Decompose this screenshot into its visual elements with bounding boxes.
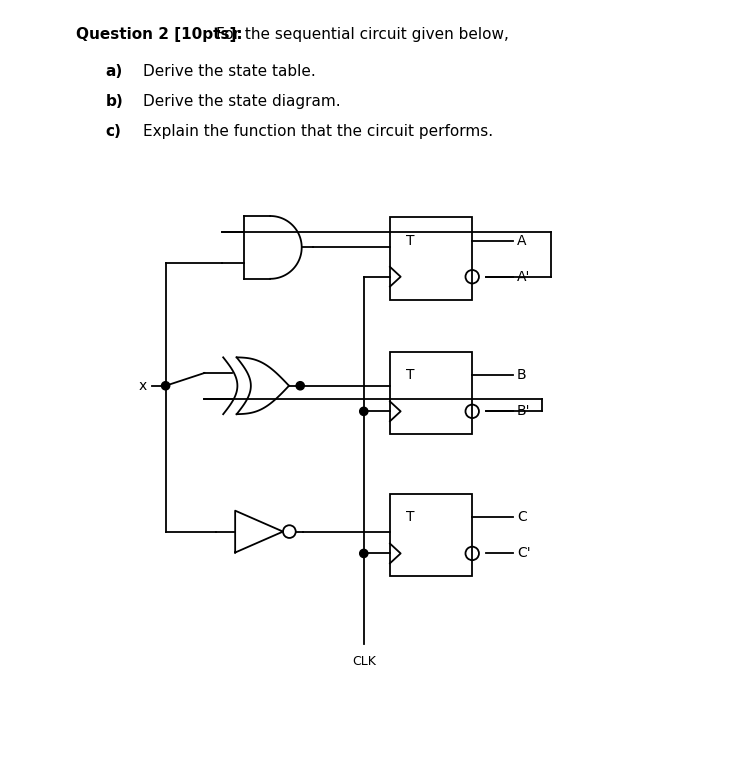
Text: A: A	[517, 234, 526, 248]
Text: B': B'	[517, 404, 530, 418]
Text: b): b)	[106, 94, 124, 109]
Text: Explain the function that the circuit performs.: Explain the function that the circuit pe…	[143, 124, 494, 139]
Circle shape	[360, 407, 368, 415]
Text: C': C'	[517, 546, 531, 560]
Circle shape	[161, 382, 170, 390]
Text: A': A'	[517, 270, 530, 284]
Text: CLK: CLK	[352, 655, 376, 668]
Bar	[390, 352, 472, 435]
Text: T: T	[406, 368, 415, 382]
Text: x: x	[139, 379, 147, 393]
Text: For the sequential circuit given below,: For the sequential circuit given below,	[217, 26, 509, 42]
Circle shape	[360, 549, 368, 558]
Bar	[390, 217, 472, 300]
Circle shape	[296, 382, 304, 390]
Text: c): c)	[106, 124, 122, 139]
Text: Derive the state diagram.: Derive the state diagram.	[143, 94, 340, 109]
Text: T: T	[406, 234, 415, 248]
Text: Question 2 [10pts]:: Question 2 [10pts]:	[76, 26, 242, 42]
Text: C: C	[517, 510, 526, 524]
Text: B: B	[517, 368, 526, 382]
Text: T: T	[406, 510, 415, 524]
Text: Derive the state table.: Derive the state table.	[143, 64, 316, 79]
Text: a): a)	[106, 64, 123, 79]
Bar	[390, 494, 472, 576]
